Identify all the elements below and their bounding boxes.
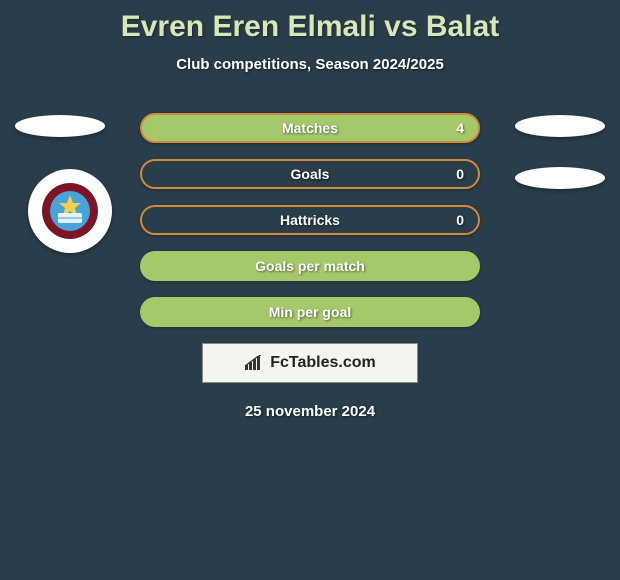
club-badge: [28, 169, 112, 253]
stat-label: Matches: [282, 120, 338, 136]
stat-bar: Matches 4: [140, 113, 480, 143]
stat-label: Min per goal: [269, 304, 351, 320]
stat-rows: Matches 4 Goals 0 Hattricks 0 Goals per match M…: [140, 113, 480, 327]
stat-bar: Hattricks 0: [140, 205, 480, 235]
stat-bar: Goals per match: [140, 251, 480, 281]
bar-chart-icon: [244, 355, 264, 371]
page-title: Evren Eren Elmali vs Balat: [0, 0, 620, 44]
stat-value: 0: [456, 166, 464, 182]
stat-label: Hattricks: [280, 212, 340, 228]
club-crest-icon: [40, 181, 100, 241]
footer-label: FcTables.com: [270, 354, 376, 372]
stat-value: 4: [456, 120, 464, 136]
footer-attribution: FcTables.com: [202, 343, 418, 383]
report-date: 25 november 2024: [0, 403, 620, 420]
season-subtitle: Club competitions, Season 2024/2025: [0, 56, 620, 73]
comparison-content: Matches 4 Goals 0 Hattricks 0 Goals per match M…: [0, 113, 620, 420]
left-placeholder-ellipse: [15, 115, 105, 137]
stat-value: 0: [456, 212, 464, 228]
right-placeholder-ellipse-2: [515, 167, 605, 189]
stat-label: Goals: [291, 166, 330, 182]
stat-bar: Min per goal: [140, 297, 480, 327]
right-placeholder-ellipse-1: [515, 115, 605, 137]
stat-label: Goals per match: [255, 258, 365, 274]
stat-bar: Goals 0: [140, 159, 480, 189]
